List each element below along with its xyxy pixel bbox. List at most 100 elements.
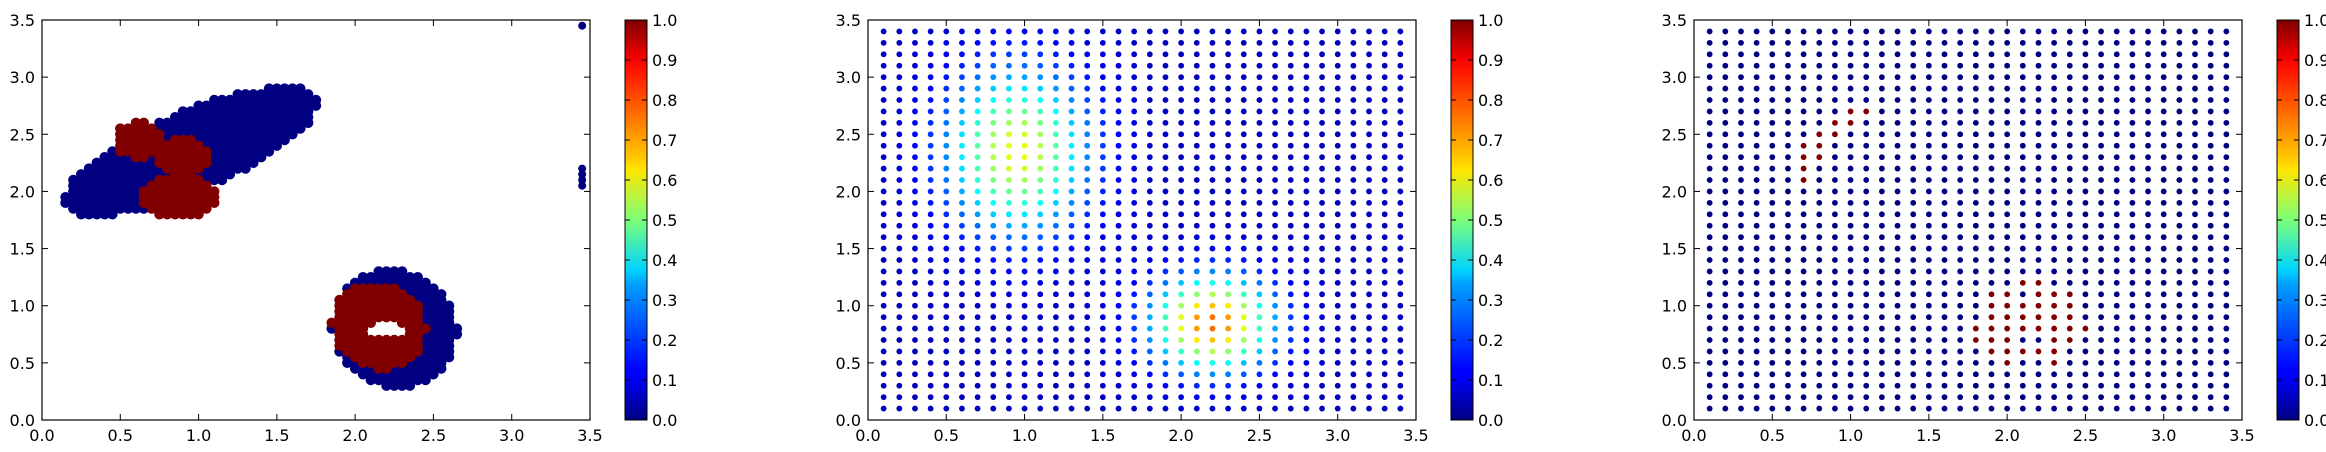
- scatter-point: [1972, 291, 1979, 298]
- scatter-point: [2082, 211, 2089, 218]
- scatter-point: [1832, 142, 1838, 149]
- scatter-point: [1193, 325, 1200, 332]
- y-tick-label: 3.5: [1662, 11, 1687, 30]
- scatter-point: [1350, 405, 1357, 412]
- scatter-point: [1099, 211, 1106, 218]
- scatter-point: [1146, 291, 1153, 298]
- scatter-point: [1052, 337, 1059, 343]
- scatter-point: [1925, 291, 1932, 298]
- scatter-point: [1381, 371, 1388, 378]
- scatter-point: [1068, 199, 1075, 206]
- scatter-point: [2019, 222, 2026, 229]
- scatter-point: [880, 382, 887, 389]
- scatter-point: [2019, 257, 2026, 263]
- scatter-point: [2082, 371, 2089, 378]
- scatter-point: [310, 94, 322, 106]
- scatter-point: [1800, 291, 1807, 298]
- scatter-point: [974, 74, 981, 81]
- scatter-point: [2004, 108, 2011, 115]
- scatter-point: [1131, 394, 1138, 401]
- scatter-point: [1209, 165, 1216, 172]
- scatter-point: [1988, 348, 1995, 355]
- scatter-point: [1988, 405, 1995, 412]
- panel-2: 0.0 0.5 1.0 1.5 2.0 2.5 3.0 3.50.00.51.01.52.02…: [836, 11, 1504, 445]
- scatter-point: [1319, 154, 1325, 161]
- scatter-point: [1706, 199, 1713, 206]
- scatter-point: [1847, 154, 1854, 161]
- scatter-point: [1894, 142, 1901, 149]
- scatter-point: [1397, 405, 1404, 412]
- scatter-point: [927, 85, 934, 92]
- scatter-point: [2066, 268, 2073, 275]
- scatter-point: [1738, 177, 1744, 183]
- scatter-point: [1381, 62, 1388, 69]
- scatter-point: [1319, 245, 1325, 252]
- scatter-point: [912, 302, 918, 309]
- scatter-point: [1225, 62, 1232, 69]
- scatter-point: [2113, 154, 2120, 161]
- scatter-point: [2223, 268, 2230, 275]
- scatter-point: [1225, 154, 1232, 161]
- scatter-point: [1178, 131, 1185, 138]
- scatter-point: [302, 89, 314, 100]
- scatter-point: [896, 257, 903, 263]
- scatter-point: [2082, 234, 2089, 241]
- scatter-point: [959, 234, 965, 241]
- scatter-point: [1256, 279, 1263, 286]
- scatter-point: [1722, 119, 1729, 126]
- scatter-point: [1021, 211, 1028, 218]
- scatter-point: [1099, 382, 1106, 389]
- scatter-point: [1287, 131, 1294, 138]
- scatter-point: [2223, 51, 2230, 58]
- scatter-point: [1738, 371, 1744, 378]
- scatter-point: [927, 154, 934, 161]
- scatter-point: [1319, 211, 1325, 218]
- scatter-point: [1863, 268, 1870, 275]
- scatter-point: [1847, 359, 1854, 366]
- scatter-point: [1287, 62, 1294, 69]
- scatter-point: [943, 119, 950, 126]
- scatter-point: [1988, 131, 1995, 138]
- scatter-point: [2176, 119, 2183, 126]
- scatter-point: [1941, 97, 1948, 103]
- scatter-point: [1366, 337, 1372, 343]
- scatter-point: [1957, 39, 1964, 46]
- scatter-point: [1146, 62, 1153, 69]
- scatter-point: [1037, 291, 1044, 298]
- scatter-point: [1847, 97, 1854, 103]
- scatter-point: [2192, 359, 2198, 366]
- scatter-point: [927, 177, 934, 183]
- scatter-point: [1753, 268, 1760, 275]
- scatter-point: [1350, 119, 1357, 126]
- scatter-point: [1225, 302, 1232, 309]
- scatter-point: [1381, 268, 1388, 275]
- scatter-point: [1785, 359, 1791, 366]
- scatter-point: [1287, 234, 1294, 241]
- scatter-point: [1941, 188, 1948, 195]
- scatter-point: [896, 119, 903, 126]
- scatter-point: [2223, 337, 2230, 343]
- y-tick-label: 0.5: [836, 354, 861, 373]
- scatter-point: [2051, 359, 2058, 366]
- scatter-point: [1319, 62, 1325, 69]
- scatter-point: [1146, 119, 1153, 126]
- scatter-point: [1972, 142, 1979, 149]
- x-tick-label: 2.0: [1994, 426, 2019, 445]
- scatter-point: [1957, 142, 1964, 149]
- scatter-point: [1753, 211, 1760, 218]
- scatter-point: [2129, 302, 2136, 309]
- scatter-point: [2082, 257, 2089, 263]
- colorbar-tick-label: 0.5: [1478, 211, 1503, 230]
- scatter-point: [1925, 142, 1932, 149]
- scatter-point: [1863, 314, 1870, 321]
- plot-area-3: [1694, 20, 2242, 420]
- scatter-point: [896, 211, 903, 218]
- scatter-point: [1334, 382, 1341, 389]
- scatter-point: [1162, 405, 1169, 412]
- scatter-point: [2019, 142, 2026, 149]
- scatter-point: [1303, 74, 1310, 81]
- scatter-point: [1847, 85, 1854, 92]
- scatter-point: [2082, 222, 2089, 229]
- scatter-point: [959, 165, 965, 172]
- scatter-point: [1240, 337, 1247, 343]
